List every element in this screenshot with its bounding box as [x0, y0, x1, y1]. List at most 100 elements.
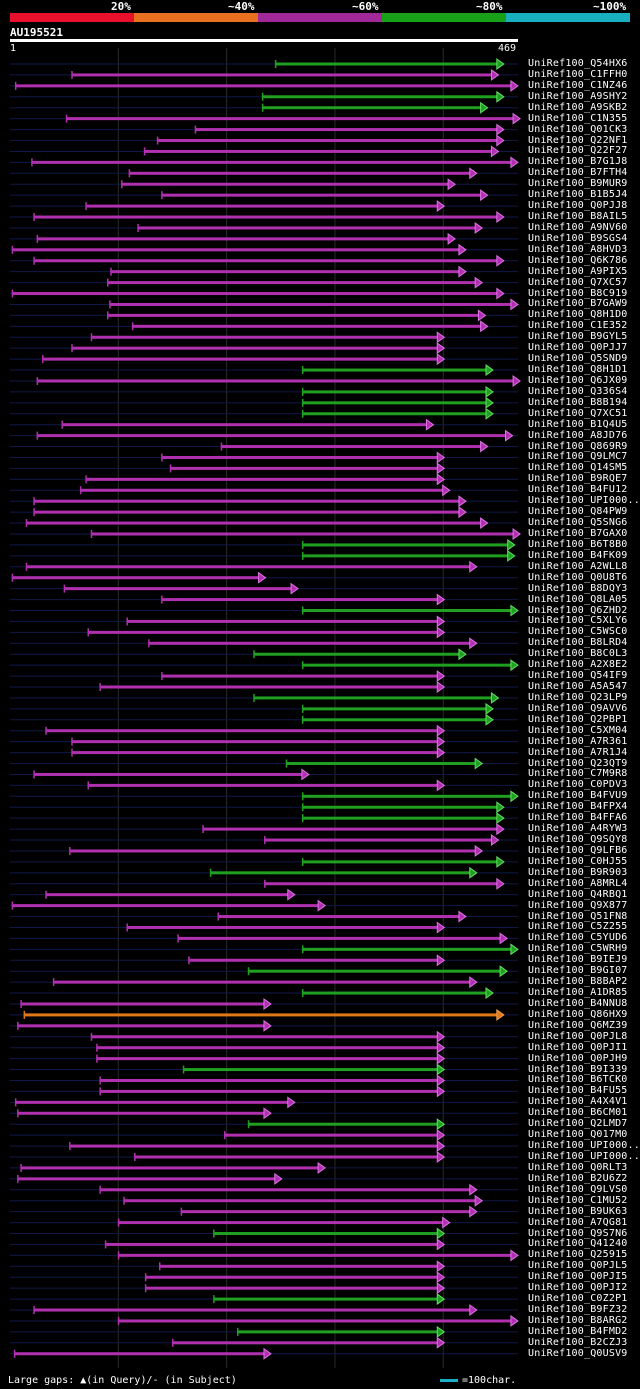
hit-bar[interactable] — [121, 182, 449, 186]
hit-label[interactable]: UniRef100_Q6ZHD2 — [528, 604, 628, 616]
hit-bar[interactable] — [213, 1297, 438, 1301]
hit-bar[interactable] — [302, 805, 497, 809]
hit-label[interactable]: UniRef100_UPI000.. — [528, 495, 640, 507]
hit-label[interactable]: UniRef100_B8AIL5 — [528, 211, 628, 223]
hit-label[interactable]: UniRef100_Q5SNG6 — [528, 517, 628, 529]
hit-bar[interactable] — [248, 1122, 438, 1126]
hit-label[interactable]: UniRef100_B4FU12 — [528, 484, 628, 496]
hit-label[interactable]: UniRef100_A9SHY2 — [528, 90, 628, 102]
hit-bar[interactable] — [177, 936, 501, 940]
hit-label[interactable]: UniRef100_B9UK63 — [528, 1205, 628, 1217]
hit-bar[interactable] — [262, 106, 481, 110]
hit-bar[interactable] — [37, 434, 506, 438]
hit-label[interactable]: UniRef100_Q7XC51 — [528, 407, 628, 419]
hit-bar[interactable] — [224, 1133, 438, 1137]
hit-bar[interactable] — [96, 1046, 438, 1050]
hit-bar[interactable] — [302, 543, 508, 547]
hit-label[interactable]: UniRef100_Q0PJL5 — [528, 1260, 628, 1272]
hit-label[interactable]: UniRef100_Q0U8T6 — [528, 571, 628, 583]
hit-bar[interactable] — [69, 849, 476, 853]
hit-label[interactable]: UniRef100_Q54IF9 — [528, 670, 628, 682]
hit-label[interactable]: UniRef100_UPI000.. — [528, 1151, 640, 1162]
hit-label[interactable]: UniRef100_C5XM04 — [528, 724, 628, 736]
hit-label[interactable]: UniRef100_B7FTH4 — [528, 167, 628, 179]
hit-label[interactable]: UniRef100_Q9AVV6 — [528, 702, 628, 714]
hit-label[interactable]: UniRef100_C0HJ55 — [528, 855, 628, 867]
hit-bar[interactable] — [132, 324, 481, 328]
hit-bar[interactable] — [33, 215, 497, 219]
hit-label[interactable]: UniRef100_C1E352 — [528, 320, 628, 332]
hit-label[interactable]: UniRef100_Q6K786 — [528, 254, 628, 266]
hit-label[interactable]: UniRef100_Q0PJL8 — [528, 1030, 628, 1042]
hit-label[interactable]: UniRef100_B2CZJ3 — [528, 1336, 628, 1348]
hit-label[interactable]: UniRef100_Q23QT9 — [528, 757, 628, 769]
hit-label[interactable]: UniRef100_Q9S7N6 — [528, 1227, 628, 1239]
hit-bar[interactable] — [107, 281, 476, 285]
hit-label[interactable]: UniRef100_Q0USV9 — [528, 1347, 628, 1359]
hit-bar[interactable] — [253, 696, 492, 700]
hit-label[interactable]: UniRef100_B7GAW9 — [528, 298, 628, 310]
hit-label[interactable]: UniRef100_C5XLY6 — [528, 615, 628, 627]
hit-label[interactable]: UniRef100_Q23LP9 — [528, 691, 628, 703]
hit-label[interactable]: UniRef100_Q6JX09 — [528, 374, 628, 386]
hit-label[interactable]: UniRef100_Q86HX9 — [528, 1008, 628, 1020]
hit-label[interactable]: UniRef100_B7GAX0 — [528, 527, 628, 539]
hit-label[interactable]: UniRef100_C0Z2P1 — [528, 1293, 628, 1305]
hit-bar[interactable] — [126, 925, 438, 929]
hit-label[interactable]: UniRef100_Q9SQY8 — [528, 834, 628, 846]
hit-bar[interactable] — [264, 882, 497, 886]
hit-bar[interactable] — [105, 1242, 438, 1246]
hit-label[interactable]: UniRef100_C1MU52 — [528, 1194, 628, 1206]
hit-bar[interactable] — [148, 641, 470, 645]
hit-label[interactable]: UniRef100_B4NNU8 — [528, 997, 628, 1009]
hit-label[interactable]: UniRef100_A2WLL8 — [528, 560, 628, 572]
hit-bar[interactable] — [12, 576, 259, 580]
hit-bar[interactable] — [217, 915, 459, 919]
hit-bar[interactable] — [188, 958, 438, 962]
hit-bar[interactable] — [137, 226, 476, 230]
hit-label[interactable]: UniRef100_B8LRD4 — [528, 637, 628, 649]
hit-label[interactable]: UniRef100_B4FK09 — [528, 549, 628, 561]
hit-bar[interactable] — [161, 455, 438, 459]
hit-bar[interactable] — [99, 685, 438, 689]
hit-bar[interactable] — [12, 292, 497, 296]
hit-bar[interactable] — [12, 248, 459, 252]
hit-label[interactable]: UniRef100_Q6MZ39 — [528, 1019, 628, 1031]
hit-bar[interactable] — [85, 477, 438, 481]
hit-bar[interactable] — [302, 609, 511, 612]
hit-label[interactable]: UniRef100_Q9LFB6 — [528, 844, 628, 856]
hit-bar[interactable] — [69, 1144, 438, 1148]
hit-label[interactable]: UniRef100_B6T8B0 — [528, 538, 628, 550]
hit-label[interactable]: UniRef100_C1FFH0 — [528, 68, 628, 80]
hit-label[interactable]: UniRef100_Q51FN8 — [528, 910, 628, 922]
hit-label[interactable]: UniRef100_Q8LA05 — [528, 593, 628, 605]
hit-label[interactable]: UniRef100_B4FFA6 — [528, 812, 628, 824]
hit-bar[interactable] — [145, 1275, 438, 1279]
hit-label[interactable]: UniRef100_A9NV60 — [528, 221, 628, 233]
hit-label[interactable]: UniRef100_Q01CK3 — [528, 123, 628, 135]
hit-label[interactable]: UniRef100_B8C0L3 — [528, 648, 628, 660]
hit-label[interactable]: UniRef100_Q14SM5 — [528, 462, 628, 474]
hit-bar[interactable] — [64, 587, 292, 591]
hit-label[interactable]: UniRef100_Q4RBQ1 — [528, 888, 628, 900]
hit-bar[interactable] — [20, 1166, 319, 1170]
hit-bar[interactable] — [126, 619, 438, 623]
hit-label[interactable]: UniRef100_A7R361 — [528, 735, 628, 747]
hit-label[interactable]: UniRef100_B8C919 — [528, 287, 628, 299]
hit-bar[interactable] — [24, 1013, 497, 1017]
hit-bar[interactable] — [33, 499, 459, 503]
hit-bar[interactable] — [71, 73, 492, 77]
hit-bar[interactable] — [87, 783, 438, 787]
hit-bar[interactable] — [91, 532, 514, 536]
hit-label[interactable]: UniRef100_C0PDV3 — [528, 779, 628, 791]
hit-label[interactable]: UniRef100_B9SGS4 — [528, 232, 628, 244]
hit-label[interactable]: UniRef100_Q0PJI2 — [528, 1282, 628, 1294]
hit-bar[interactable] — [286, 762, 476, 766]
hit-bar[interactable] — [17, 1024, 264, 1028]
hit-label[interactable]: UniRef100_Q2PBP1 — [528, 713, 628, 725]
hit-bar[interactable] — [26, 521, 481, 525]
hit-label[interactable]: UniRef100_B6TCK0 — [528, 1074, 628, 1086]
hit-label[interactable]: UniRef100_C5Z255 — [528, 921, 628, 933]
hit-bar[interactable] — [118, 1319, 511, 1323]
hit-bar[interactable] — [161, 193, 481, 197]
